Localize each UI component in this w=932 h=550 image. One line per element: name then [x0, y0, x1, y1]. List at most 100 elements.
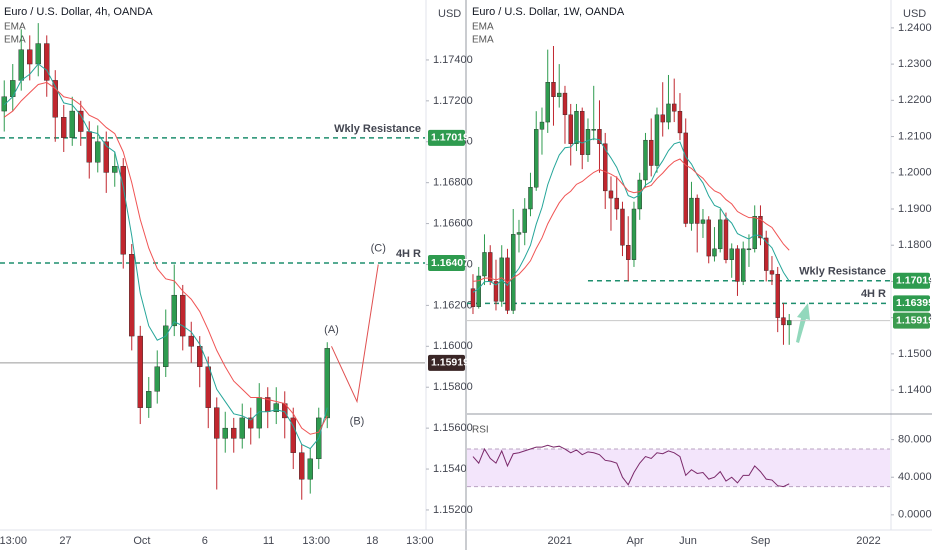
y-tick-label: 1.22000: [898, 94, 932, 106]
x-tick-label: 13:00: [406, 535, 434, 547]
candle-body: [239, 417, 245, 439]
y-tick-label: 1.15800: [433, 381, 473, 393]
candle-body: [146, 391, 152, 408]
price-tag-label: 1.17019: [431, 132, 469, 144]
ema-line: [472, 158, 790, 284]
y-tick-label: 80.0000: [898, 434, 932, 446]
x-tick-label: 13:00: [0, 535, 27, 547]
y-tick-label: 1.15600: [433, 422, 473, 434]
candle-body: [677, 110, 683, 134]
candle-body: [608, 190, 614, 199]
candle-body: [741, 248, 746, 282]
y-tick-label: 1.15400: [433, 463, 473, 475]
candle-body: [78, 110, 84, 132]
legend-entry: EMA: [472, 22, 494, 33]
x-tick-label: 18: [366, 535, 378, 547]
candle-body: [103, 141, 109, 173]
candle-body: [603, 143, 608, 192]
candle-body: [35, 43, 41, 65]
y-tick-label: 1.23000: [898, 58, 932, 70]
candle-body: [222, 427, 228, 439]
line-label: 4H R: [861, 288, 886, 300]
candle-body: [112, 166, 118, 173]
candle-body: [205, 366, 211, 408]
y-tick-label: 1.16600: [433, 217, 473, 229]
candle-body: [52, 80, 58, 118]
candle-body: [324, 348, 330, 419]
y-tick-label: 0.0000: [898, 509, 932, 521]
price-tag: [893, 295, 930, 312]
candle-body: [706, 219, 711, 257]
x-tick-label: 27: [59, 535, 71, 547]
line-label: 4H R: [396, 248, 421, 260]
ema-line: [3, 81, 328, 435]
candle-body: [649, 139, 654, 166]
wave-label: (A): [324, 324, 339, 336]
candle-body: [476, 275, 481, 307]
legend-entry: EMA: [4, 35, 26, 46]
candle-body: [666, 103, 671, 123]
y-tick-label: 1.16000: [433, 340, 473, 352]
candle-body: [163, 325, 169, 367]
x-tick-label: 2021: [548, 535, 572, 547]
candle-body: [545, 82, 550, 123]
currency-label: USD: [903, 8, 926, 20]
candle-body: [516, 232, 522, 235]
candle-body: [488, 252, 493, 282]
candle-body: [171, 294, 177, 327]
candle-body: [580, 110, 585, 155]
candle-body: [482, 252, 487, 277]
candle-body: [591, 129, 596, 131]
candle-body: [69, 110, 75, 138]
price-tag: [893, 272, 930, 289]
candle-body: [470, 288, 476, 307]
candle-body: [307, 458, 313, 480]
chart-title: Euro / U.S. Dollar, 4h, OANDA: [4, 6, 153, 18]
candle-body: [248, 417, 254, 429]
candle-body: [654, 114, 660, 166]
candle-body: [273, 403, 279, 412]
ema-line: [472, 138, 790, 293]
price-tag: [428, 354, 465, 371]
chart-title: Euro / U.S. Dollar, 1W, OANDA: [472, 6, 625, 18]
candle-body: [597, 129, 602, 144]
wave-label: (B): [350, 415, 365, 427]
y-tick-label: 1.17400: [433, 54, 473, 66]
candle-body: [729, 248, 734, 260]
candle-body: [188, 335, 194, 347]
candle-body: [493, 281, 499, 302]
arrow: [796, 303, 810, 343]
x-tick-label: Apr: [627, 535, 644, 547]
candle-body: [620, 208, 625, 246]
x-tick-label: 13:00: [302, 535, 330, 547]
price-tag-label: 1.16407: [431, 257, 469, 269]
candle-body: [557, 92, 562, 97]
candle-body: [689, 197, 694, 224]
candle-body: [214, 407, 220, 439]
price-tag: [428, 129, 465, 146]
candle-body: [718, 219, 723, 250]
candle-body: [154, 366, 160, 392]
candle-body: [769, 270, 775, 275]
y-tick-label: 1.16200: [433, 299, 473, 311]
candle-body: [752, 216, 757, 250]
x-tick-label: Jun: [679, 535, 697, 547]
candle-body: [511, 234, 516, 311]
rsi-band: [467, 449, 890, 487]
y-tick-label: 1.24000: [898, 22, 932, 34]
candle-body: [95, 141, 101, 163]
price-tag-label: 1.16395: [896, 297, 932, 309]
rsi-line: [472, 444, 790, 488]
candle-body: [180, 294, 186, 337]
candle-body: [290, 417, 296, 453]
candle-body: [551, 82, 556, 97]
y-tick-label: 1.15000: [898, 348, 932, 360]
candle-body: [1, 96, 7, 112]
price-tag-label: 1.17019: [896, 275, 932, 287]
candle-body: [781, 317, 786, 326]
candle-body: [712, 248, 717, 257]
candle-body: [27, 49, 33, 65]
candle-body: [299, 452, 305, 480]
indicator-title: RSI: [472, 425, 489, 436]
